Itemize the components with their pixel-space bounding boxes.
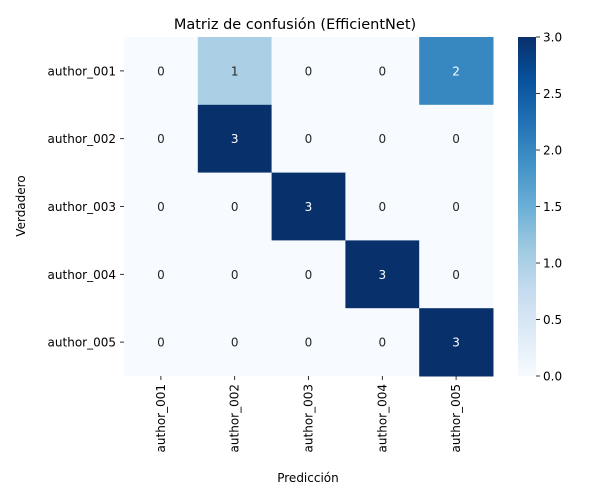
heatmap-cell-value: 0 (305, 132, 313, 146)
heatmap-cell (124, 240, 199, 309)
colorbar-tick-label: 3.0 (543, 31, 562, 45)
heatmap-cell (197, 37, 273, 106)
heatmap-cell-value: 0 (157, 336, 165, 350)
colorbar-tick-label: 0.5 (543, 313, 562, 327)
heatmap-cell-value: 0 (378, 336, 386, 350)
heatmap-cell-value: 0 (157, 200, 165, 214)
colorbar-ticks: 0.0 0.5 1.0 1.5 2.0 2.5 3.0 (536, 31, 562, 384)
colorbar-tick-label: 0.0 (543, 370, 562, 384)
heatmap-cell-value: 3 (305, 200, 313, 214)
heatmap-cell (271, 104, 346, 174)
heatmap-cell (419, 37, 494, 106)
colorbar-tick-label: 2.5 (543, 87, 562, 101)
heatmap-cell (345, 308, 420, 377)
heatmap-cells (124, 37, 494, 377)
heatmap-cell (197, 240, 273, 309)
heatmap-cell (419, 308, 494, 377)
heatmap-cell-value: 0 (305, 336, 313, 350)
heatmap-cell-value: 0 (157, 64, 165, 78)
colorbar: 0.0 0.5 1.0 1.5 2.0 2.5 3.0 (518, 31, 562, 384)
heatmap-cell-value: 1 (231, 64, 239, 78)
heatmap-cell (124, 104, 199, 174)
colorbar-tick-label: 1.5 (543, 200, 562, 214)
y-tick-label: author_002 (48, 132, 116, 146)
heatmap-cell-value: 3 (378, 268, 386, 282)
heatmap-cell-value: 0 (452, 268, 460, 282)
heatmap-cell-value: 0 (452, 132, 460, 146)
heatmap-cell-value: 0 (157, 132, 165, 146)
y-tick-label: author_001 (48, 64, 116, 78)
heatmap-cell (345, 104, 420, 174)
heatmap-cell-value: 0 (452, 200, 460, 214)
heatmap-cell (197, 308, 273, 377)
heatmap-cell-value: 0 (231, 336, 239, 350)
x-tick-label: author_002 (228, 384, 242, 452)
colorbar-gradient (518, 37, 536, 376)
x-axis: author_001 author_002 author_003 author_004… (154, 376, 463, 452)
heatmap-cell-value: 2 (452, 64, 460, 78)
heatmap-cell (124, 308, 199, 377)
heatmap-cell-value: 3 (231, 132, 239, 146)
heatmap-cell-value: 0 (231, 200, 239, 214)
heatmap-cell (197, 172, 273, 241)
heatmap-cell (419, 172, 494, 241)
y-tick-label: author_004 (48, 268, 116, 282)
heatmap-cell (419, 104, 494, 174)
chart-title: Matriz de confusión (EfficientNet) (174, 17, 416, 33)
heatmap-cell (124, 172, 199, 241)
heatmap-cell (345, 37, 420, 106)
colorbar-tick-label: 1.0 (543, 257, 562, 271)
heatmap-cell-value: 0 (378, 132, 386, 146)
heatmap-cell (197, 104, 273, 174)
y-tick-label: author_005 (48, 336, 116, 350)
heatmap-cell-labels: 0 1 0 0 2 0 3 0 0 0 0 0 3 0 0 0 0 0 3 0 0 0 0 0 3 (157, 64, 460, 349)
heatmap-cell (271, 37, 346, 106)
heatmap-cell-value: 0 (305, 64, 313, 78)
heatmap-cell (124, 37, 199, 106)
heatmap-cell-value: 0 (305, 268, 313, 282)
heatmap-cell-value: 0 (157, 268, 165, 282)
y-tick-label: author_003 (48, 200, 116, 214)
colorbar-tick-label: 2.0 (543, 144, 562, 158)
heatmap-cell-value: 0 (378, 200, 386, 214)
x-tick-label: author_001 (154, 384, 168, 452)
heatmap-cell-value: 0 (378, 64, 386, 78)
heatmap-cell (345, 240, 420, 309)
x-tick-label: author_004 (375, 384, 389, 452)
heatmap-cell (271, 308, 346, 377)
heatmap-cell (419, 240, 494, 309)
y-axis: author_001 author_002 author_003 author_004… (48, 64, 124, 350)
heatmap-cell-value: 3 (452, 336, 460, 350)
heatmap-cell (345, 172, 420, 241)
heatmap-cell-value: 0 (231, 268, 239, 282)
x-tick-label: author_003 (302, 384, 316, 452)
x-tick-label: author_005 (449, 384, 463, 452)
heatmap-cell (271, 240, 346, 309)
y-axis-label: Verdadero (14, 175, 28, 236)
heatmap-cell (271, 172, 346, 241)
x-axis-label: Predicción (277, 471, 339, 485)
